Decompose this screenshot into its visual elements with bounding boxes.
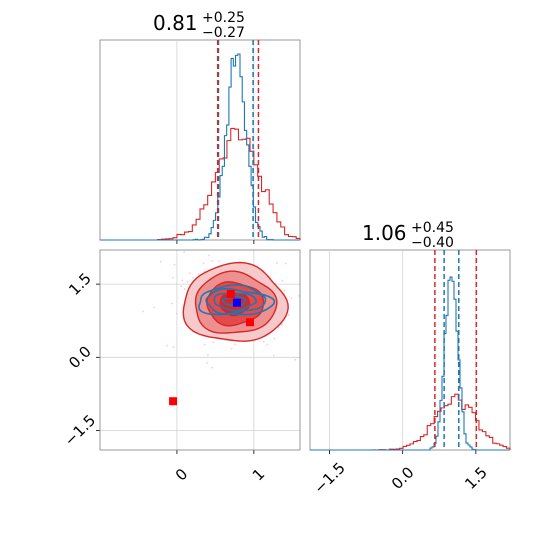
x-tick-label: 1.5 (461, 463, 491, 493)
sample-point (186, 280, 189, 283)
sample-point (281, 324, 284, 326)
sample-point (171, 276, 174, 279)
histogram-red (310, 393, 511, 451)
sample-point (203, 343, 206, 346)
histogram-blue (310, 276, 510, 451)
sample-point (181, 279, 184, 282)
sample-point (230, 347, 233, 350)
sample-point (197, 273, 200, 276)
sample-point (273, 337, 276, 340)
sample-point (287, 314, 290, 316)
y-tick-label: 1.5 (65, 269, 95, 299)
x-tick-label: 0.0 (388, 463, 418, 493)
title-param-2-value: 1.06 (362, 221, 407, 245)
title-param-1-value: 0.81 (153, 11, 198, 35)
x-tick-label: 1 (249, 465, 268, 484)
sample-point (211, 259, 214, 262)
marginal-histogram-param-2: −1.5 0.0 1.5 (309, 249, 511, 497)
sample-point (266, 343, 269, 346)
sample-point (208, 254, 211, 257)
blue-marker (232, 298, 241, 307)
sample-point (175, 312, 178, 315)
sample-point (142, 310, 144, 313)
sample-point (281, 279, 284, 282)
sample-point (192, 277, 194, 279)
sample-point (294, 358, 297, 361)
sample-point (172, 346, 175, 348)
sample-point (218, 260, 221, 263)
blue-contour-level (205, 287, 267, 315)
title-param-2-plus: +0.45 (411, 220, 454, 236)
sample-point (212, 341, 215, 344)
sample-point (206, 354, 209, 357)
sample-point (262, 341, 265, 343)
title-param-2: 1.06 +0.45 −0.40 (362, 220, 454, 251)
title-param-2-minus: −0.40 (411, 235, 454, 251)
x-tick-label: −1.5 (310, 459, 348, 497)
sample-point (153, 306, 156, 309)
sample-point (276, 262, 278, 264)
sample-point (269, 275, 272, 278)
axes-frame (99, 249, 301, 451)
sample-point (211, 366, 214, 369)
marginal-histogram-param-1 (99, 39, 301, 244)
sample-point (234, 343, 236, 346)
sample-point (202, 262, 205, 265)
sample-point (183, 288, 186, 290)
title-param-1-minus: −0.27 (202, 25, 245, 41)
title-param-1-plus: +0.25 (202, 10, 245, 26)
sample-point (159, 260, 162, 263)
red-marker (246, 318, 254, 327)
sample-point (183, 251, 185, 254)
sample-point (188, 272, 191, 275)
sample-point (272, 354, 275, 357)
blue-contour-level (213, 292, 258, 312)
sample-point (206, 362, 209, 364)
sample-point (180, 285, 183, 288)
x-tick-label: 0 (172, 465, 191, 484)
y-tick-label: −1.5 (61, 411, 99, 449)
red-marker (226, 289, 235, 298)
sample-point (284, 262, 287, 265)
red-marker (169, 397, 178, 406)
joint-contour-plot: 0 1 1.5 0.0 −1.5 (61, 249, 301, 484)
title-param-1: 0.81 +0.25 −0.27 (153, 10, 245, 41)
y-tick-label: 0.0 (65, 343, 95, 373)
sample-point (170, 302, 173, 305)
sample-point (173, 263, 176, 266)
blue-contour-level (198, 284, 276, 316)
histogram-blue (100, 53, 300, 241)
sample-point (277, 326, 280, 329)
histogram-red (100, 127, 301, 241)
sample-point (165, 344, 168, 347)
sample-point (283, 289, 286, 292)
sample-point (290, 297, 293, 300)
axes-frame (309, 249, 511, 451)
